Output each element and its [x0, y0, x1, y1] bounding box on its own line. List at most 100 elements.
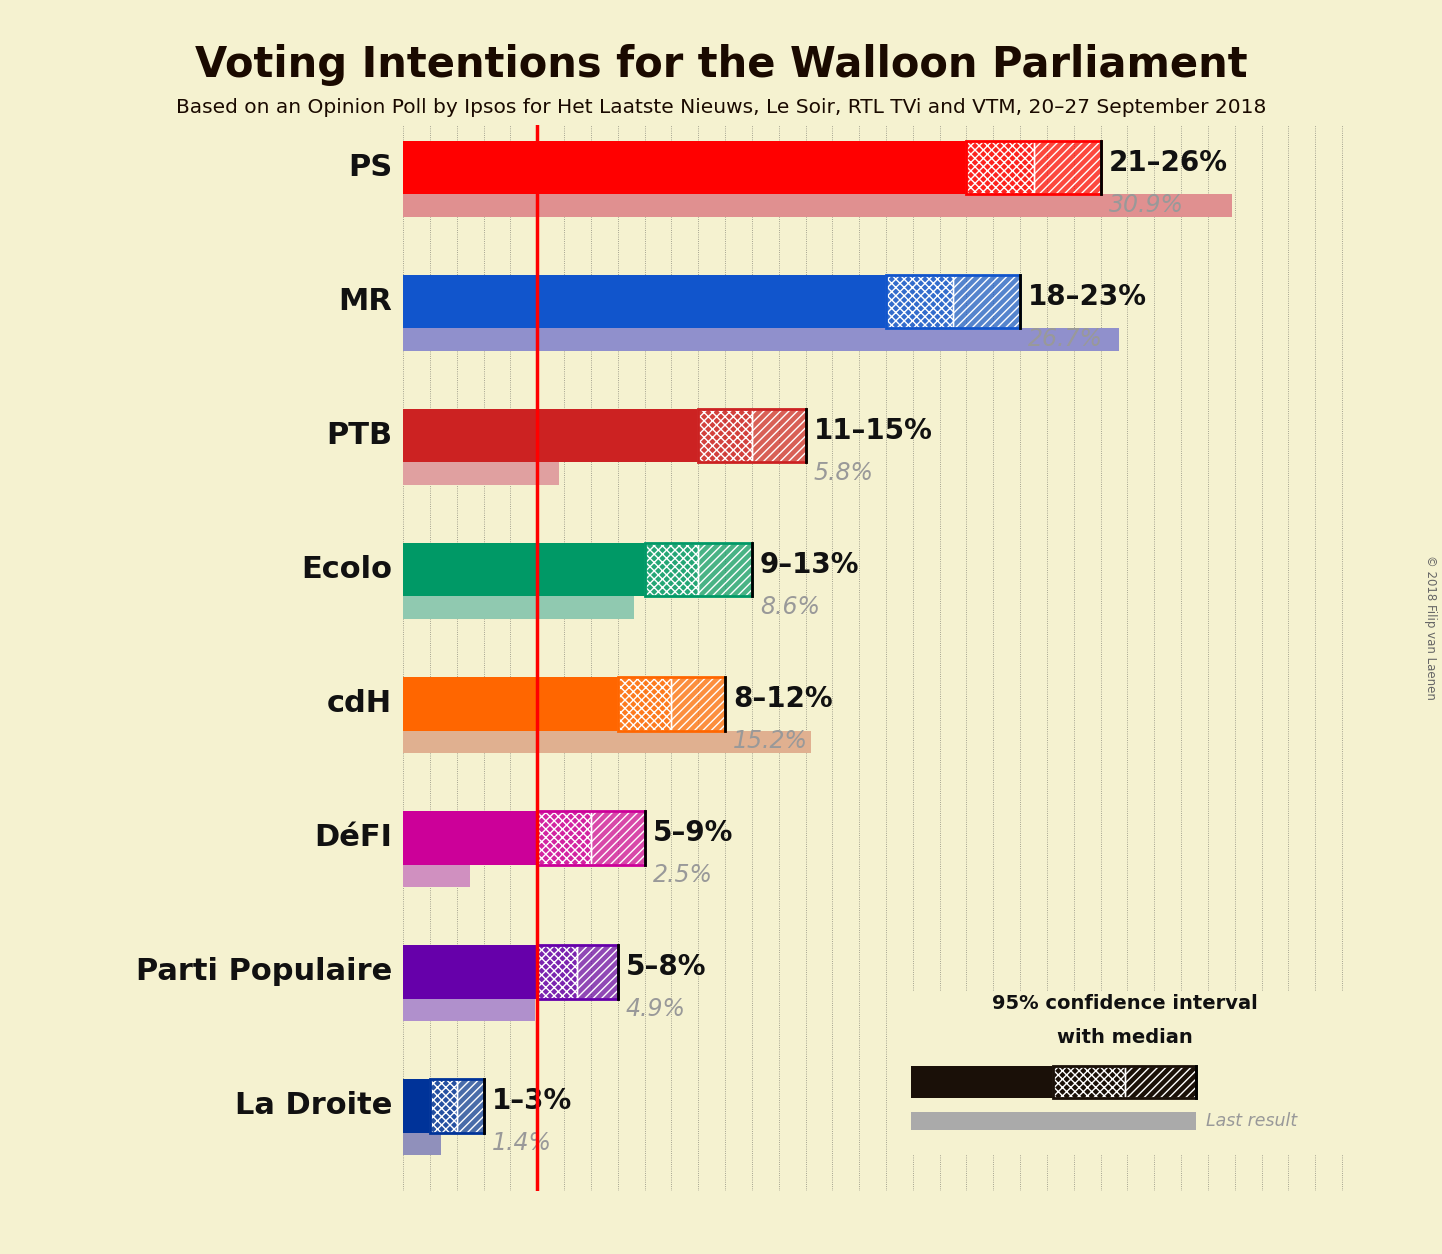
- Text: PTB: PTB: [326, 421, 392, 450]
- Text: 18–23%: 18–23%: [1028, 282, 1148, 311]
- Bar: [457, 1078, 483, 1132]
- Text: MR: MR: [339, 287, 392, 316]
- Text: 5–9%: 5–9%: [653, 819, 733, 846]
- Text: Voting Intentions for the Walloon Parliament: Voting Intentions for the Walloon Parlia…: [195, 44, 1247, 85]
- Bar: [698, 409, 751, 463]
- Text: 5–8%: 5–8%: [626, 953, 707, 981]
- Text: 95% confidence interval: 95% confidence interval: [992, 994, 1257, 1013]
- Text: Last result: Last result: [1206, 1112, 1296, 1130]
- Bar: [645, 543, 698, 597]
- Bar: [672, 677, 725, 731]
- Bar: [404, 731, 810, 754]
- Bar: [617, 677, 672, 731]
- Bar: [538, 946, 577, 998]
- Bar: [430, 1078, 483, 1132]
- Bar: [966, 140, 1034, 194]
- Text: Parti Populaire: Parti Populaire: [136, 957, 392, 986]
- Text: 8.6%: 8.6%: [760, 596, 820, 619]
- Bar: [617, 677, 725, 731]
- Bar: [953, 275, 1019, 329]
- Bar: [911, 1112, 1197, 1130]
- Bar: [404, 998, 535, 1021]
- Bar: [404, 543, 645, 597]
- Bar: [966, 140, 1034, 194]
- Text: PS: PS: [348, 153, 392, 182]
- Bar: [1053, 1066, 1125, 1099]
- Bar: [591, 811, 645, 864]
- Bar: [430, 1078, 457, 1132]
- Bar: [577, 946, 617, 998]
- Bar: [885, 275, 1019, 329]
- Bar: [404, 329, 1119, 351]
- Bar: [404, 194, 1231, 217]
- Bar: [751, 409, 806, 463]
- Bar: [698, 409, 806, 463]
- Bar: [404, 463, 558, 485]
- Bar: [1053, 1066, 1197, 1099]
- Bar: [538, 811, 645, 864]
- Bar: [538, 946, 577, 998]
- Text: Ecolo: Ecolo: [301, 556, 392, 584]
- Text: DéFI: DéFI: [314, 823, 392, 853]
- Bar: [538, 811, 591, 864]
- Bar: [404, 329, 1119, 351]
- Text: 4.9%: 4.9%: [626, 997, 686, 1021]
- Bar: [953, 275, 1019, 329]
- Bar: [404, 946, 538, 998]
- Bar: [404, 811, 538, 864]
- Text: 5.8%: 5.8%: [813, 461, 874, 485]
- Text: © 2018 Filip van Laenen: © 2018 Filip van Laenen: [1423, 554, 1438, 700]
- Bar: [404, 1132, 441, 1155]
- Bar: [457, 1078, 483, 1132]
- Bar: [911, 1066, 1053, 1099]
- Text: La Droite: La Droite: [235, 1091, 392, 1120]
- Bar: [751, 409, 806, 463]
- Bar: [404, 140, 966, 194]
- Bar: [885, 275, 953, 329]
- Bar: [404, 731, 810, 754]
- Bar: [966, 140, 1100, 194]
- Bar: [577, 946, 617, 998]
- Bar: [404, 275, 885, 329]
- Bar: [430, 1078, 457, 1132]
- Bar: [404, 1078, 430, 1132]
- Bar: [591, 811, 645, 864]
- Bar: [404, 998, 535, 1021]
- Text: cdH: cdH: [327, 690, 392, 719]
- Bar: [404, 677, 617, 731]
- Text: 11–15%: 11–15%: [813, 416, 933, 444]
- Bar: [404, 864, 470, 887]
- Bar: [617, 677, 672, 731]
- Text: 1–3%: 1–3%: [492, 1086, 572, 1115]
- Bar: [1034, 140, 1100, 194]
- Bar: [672, 677, 725, 731]
- Bar: [538, 811, 591, 864]
- Bar: [404, 409, 698, 463]
- Bar: [1125, 1066, 1195, 1099]
- Bar: [404, 1132, 441, 1155]
- Text: 2.5%: 2.5%: [653, 863, 712, 888]
- Bar: [404, 597, 634, 619]
- Bar: [645, 543, 751, 597]
- Bar: [1125, 1066, 1195, 1099]
- Bar: [698, 543, 751, 597]
- Bar: [885, 275, 953, 329]
- Text: with median: with median: [1057, 1028, 1193, 1047]
- Bar: [404, 194, 1231, 217]
- Bar: [404, 463, 558, 485]
- Bar: [538, 946, 617, 998]
- Bar: [1053, 1066, 1125, 1099]
- Text: 21–26%: 21–26%: [1109, 148, 1227, 177]
- Text: 9–13%: 9–13%: [760, 551, 859, 578]
- Bar: [698, 543, 751, 597]
- Text: 30.9%: 30.9%: [1109, 193, 1184, 217]
- Bar: [698, 409, 751, 463]
- Bar: [645, 543, 698, 597]
- Bar: [1034, 140, 1100, 194]
- Text: 15.2%: 15.2%: [733, 730, 808, 754]
- Text: 8–12%: 8–12%: [733, 685, 832, 712]
- Text: Based on an Opinion Poll by Ipsos for Het Laatste Nieuws, Le Soir, RTL TVi and V: Based on an Opinion Poll by Ipsos for He…: [176, 98, 1266, 117]
- Text: 1.4%: 1.4%: [492, 1131, 552, 1155]
- Text: 26.7%: 26.7%: [1028, 327, 1103, 351]
- Bar: [404, 597, 634, 619]
